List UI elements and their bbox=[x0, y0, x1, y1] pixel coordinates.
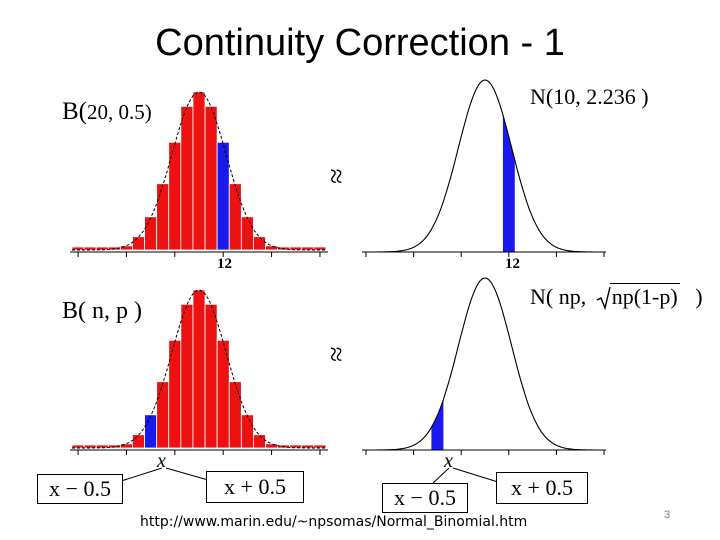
left-minus-connector bbox=[117, 467, 163, 483]
top-left-dist-label: B(20, 0.5) bbox=[62, 98, 152, 126]
bottom-left-bar-6 bbox=[144, 414, 158, 449]
bottom-right-dist-label: N( np, np(1-p) ) bbox=[530, 283, 703, 310]
top-left-bar-5 bbox=[132, 236, 145, 251]
left-minus-box: x − 0.5 bbox=[37, 474, 123, 504]
bottom-left-bar-16 bbox=[265, 443, 279, 449]
bottom-left-bar-15 bbox=[253, 434, 266, 449]
bottom-right-normal-curve bbox=[366, 277, 604, 451]
left-plus-connector bbox=[165, 467, 209, 481]
bottom-left-x-label: x bbox=[157, 450, 166, 472]
bottom-left-bar-5 bbox=[132, 434, 145, 449]
top-left-bar-12 bbox=[216, 141, 230, 251]
bottom-left-bar-4 bbox=[119, 443, 133, 449]
top-left-bar-14 bbox=[240, 216, 254, 251]
bottom-right-x-label: x bbox=[444, 450, 453, 472]
right-minus-box: x − 0.5 bbox=[382, 483, 468, 513]
top-left-dist-name: B( bbox=[62, 98, 87, 125]
top-left-bar-15 bbox=[253, 236, 266, 251]
approx-symbol-bottom: ≈ bbox=[321, 346, 353, 362]
bottom-right-dist-start: N( np, bbox=[530, 284, 587, 309]
bottom-left-bar-10 bbox=[192, 289, 206, 449]
bottom-left-bar-9 bbox=[180, 303, 194, 449]
page-number: 3 bbox=[664, 509, 671, 521]
sqrt-expression: np(1-p) bbox=[596, 283, 680, 310]
top-left-bar-9 bbox=[180, 105, 194, 251]
bottom-left-dist-label: B( n, p ) bbox=[62, 298, 142, 324]
bottom-left-overlay-curve bbox=[72, 289, 326, 449]
bottom-left-bar-13 bbox=[228, 381, 242, 449]
top-left-bar-16 bbox=[265, 245, 279, 251]
bottom-right-shaded-area bbox=[431, 399, 444, 450]
sqrt-content: np(1-p) bbox=[609, 283, 680, 309]
slide-title: Continuity Correction - 1 bbox=[155, 22, 565, 64]
sqrt-radical-icon bbox=[596, 286, 611, 310]
top-left-bar-10 bbox=[192, 91, 206, 251]
top-left-bar-4 bbox=[119, 245, 133, 251]
right-plus-connector bbox=[452, 467, 499, 483]
top-left-bar-11 bbox=[204, 105, 218, 251]
approx-symbol-top: ≈ bbox=[321, 168, 353, 184]
top-left-dist-params: 20, 0.5) bbox=[87, 100, 152, 124]
top-left-tick-label: 12 bbox=[217, 256, 232, 272]
right-minus-connector bbox=[431, 467, 450, 485]
source-url: http://www.marin.edu/~npsomas/Normal_Bin… bbox=[140, 514, 528, 530]
right-plus-box: x + 0.5 bbox=[496, 472, 588, 504]
top-left-bar-13 bbox=[228, 183, 242, 251]
bottom-left-bar-11 bbox=[204, 303, 218, 449]
top-left-bar-7 bbox=[156, 183, 170, 251]
top-right-tick-label: 12 bbox=[505, 256, 520, 272]
bottom-left-bar-14 bbox=[240, 414, 254, 449]
top-left-bar-6 bbox=[144, 216, 158, 251]
top-left-overlay-curve bbox=[72, 91, 326, 251]
bottom-left-bar-7 bbox=[156, 381, 170, 449]
top-right-normal-curve bbox=[366, 79, 604, 253]
bottom-left-bar-12 bbox=[216, 339, 230, 449]
left-plus-box: x + 0.5 bbox=[206, 471, 304, 503]
bottom-right-close-paren: ) bbox=[695, 284, 703, 309]
top-right-dist-label: N(10, 2.236 ) bbox=[530, 84, 649, 109]
